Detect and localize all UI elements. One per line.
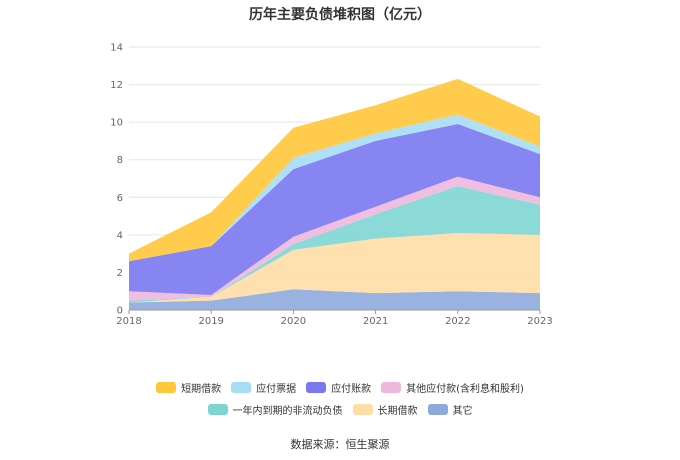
y-tick-label: 0 bbox=[117, 306, 123, 317]
legend-item-accounts_payable[interactable]: 应付账款 bbox=[306, 380, 371, 395]
area-series-notes_payable bbox=[129, 114, 540, 262]
legend-swatch bbox=[427, 403, 448, 415]
legend-item-long_term_borrowing[interactable]: 长期借款 bbox=[352, 402, 418, 417]
legend-row: 一年内到期的非流动负债 长期借款 其它 bbox=[0, 398, 680, 420]
area-series-long_term_borrowing bbox=[129, 233, 540, 303]
x-tick-label: 2020 bbox=[281, 316, 306, 327]
y-tick-label: 8 bbox=[117, 155, 123, 166]
legend-label: 应付票据 bbox=[256, 383, 297, 395]
x-tick-label: 2019 bbox=[198, 316, 223, 327]
x-tick-label: 2023 bbox=[527, 316, 552, 327]
x-tick-label: 2022 bbox=[445, 316, 470, 327]
area-series-other bbox=[129, 289, 540, 310]
y-tick-label: 14 bbox=[110, 43, 123, 54]
legend-item-current_portion_noncurrent[interactable]: 一年内到期的非流动负债 bbox=[207, 402, 343, 417]
legend-swatch bbox=[156, 381, 177, 393]
legend-item-notes_payable[interactable]: 应付票据 bbox=[231, 380, 296, 395]
legend-label: 一年内到期的非流动负债 bbox=[232, 405, 343, 417]
y-tick-label: 10 bbox=[110, 118, 123, 129]
x-tick-label: 2018 bbox=[116, 316, 141, 327]
legend-swatch bbox=[381, 381, 402, 393]
stacked-area-chart: 0 2 4 6 8 10 12 14 2018 2019 2020 2021 2022 2023 bbox=[110, 43, 552, 328]
legend-label: 其他应付款(含利息和股利) bbox=[406, 383, 524, 395]
chart-legend: 短期借款 应付票据 应付账款 其他应付款(含利息和股利) 一年内到期的非流动负债 长期借款… bbox=[0, 376, 680, 420]
legend-item-other_payables[interactable]: 其他应付款(含利息和股利) bbox=[381, 380, 524, 395]
legend-item-other[interactable]: 其它 bbox=[427, 402, 473, 417]
legend-item-short_term_borrowing[interactable]: 短期借款 bbox=[156, 380, 221, 395]
y-tick-label: 2 bbox=[117, 268, 123, 279]
y-tick-label: 6 bbox=[117, 193, 123, 204]
area-series-current_portion_noncurrent bbox=[129, 186, 540, 303]
y-tick-label: 4 bbox=[117, 230, 123, 241]
legend-label: 短期借款 bbox=[181, 383, 222, 395]
area-layer bbox=[129, 78, 540, 310]
legend-swatch bbox=[231, 381, 252, 393]
y-tick-label: 12 bbox=[110, 80, 123, 91]
legend-label: 应付账款 bbox=[331, 383, 372, 395]
chart-title: 历年主要负债堆积图（亿元） bbox=[249, 7, 431, 23]
legend-row: 短期借款 应付票据 应付账款 其他应付款(含利息和股利) bbox=[0, 376, 680, 398]
legend-label: 长期借款 bbox=[377, 405, 418, 417]
area-series-accounts_payable bbox=[129, 124, 540, 295]
axis-layer: 0 2 4 6 8 10 12 14 2018 2019 2020 2021 2022 2023 bbox=[110, 43, 552, 328]
data-source-note: 数据来源：恒生聚源 bbox=[290, 438, 390, 451]
legend-label: 其它 bbox=[452, 405, 473, 417]
legend-swatch bbox=[207, 403, 228, 415]
x-tick-label: 2021 bbox=[363, 316, 388, 327]
area-series-short_term_borrowing bbox=[129, 78, 540, 262]
area-series-other_payables bbox=[129, 176, 540, 301]
legend-swatch bbox=[306, 381, 327, 393]
legend-swatch bbox=[352, 403, 373, 415]
